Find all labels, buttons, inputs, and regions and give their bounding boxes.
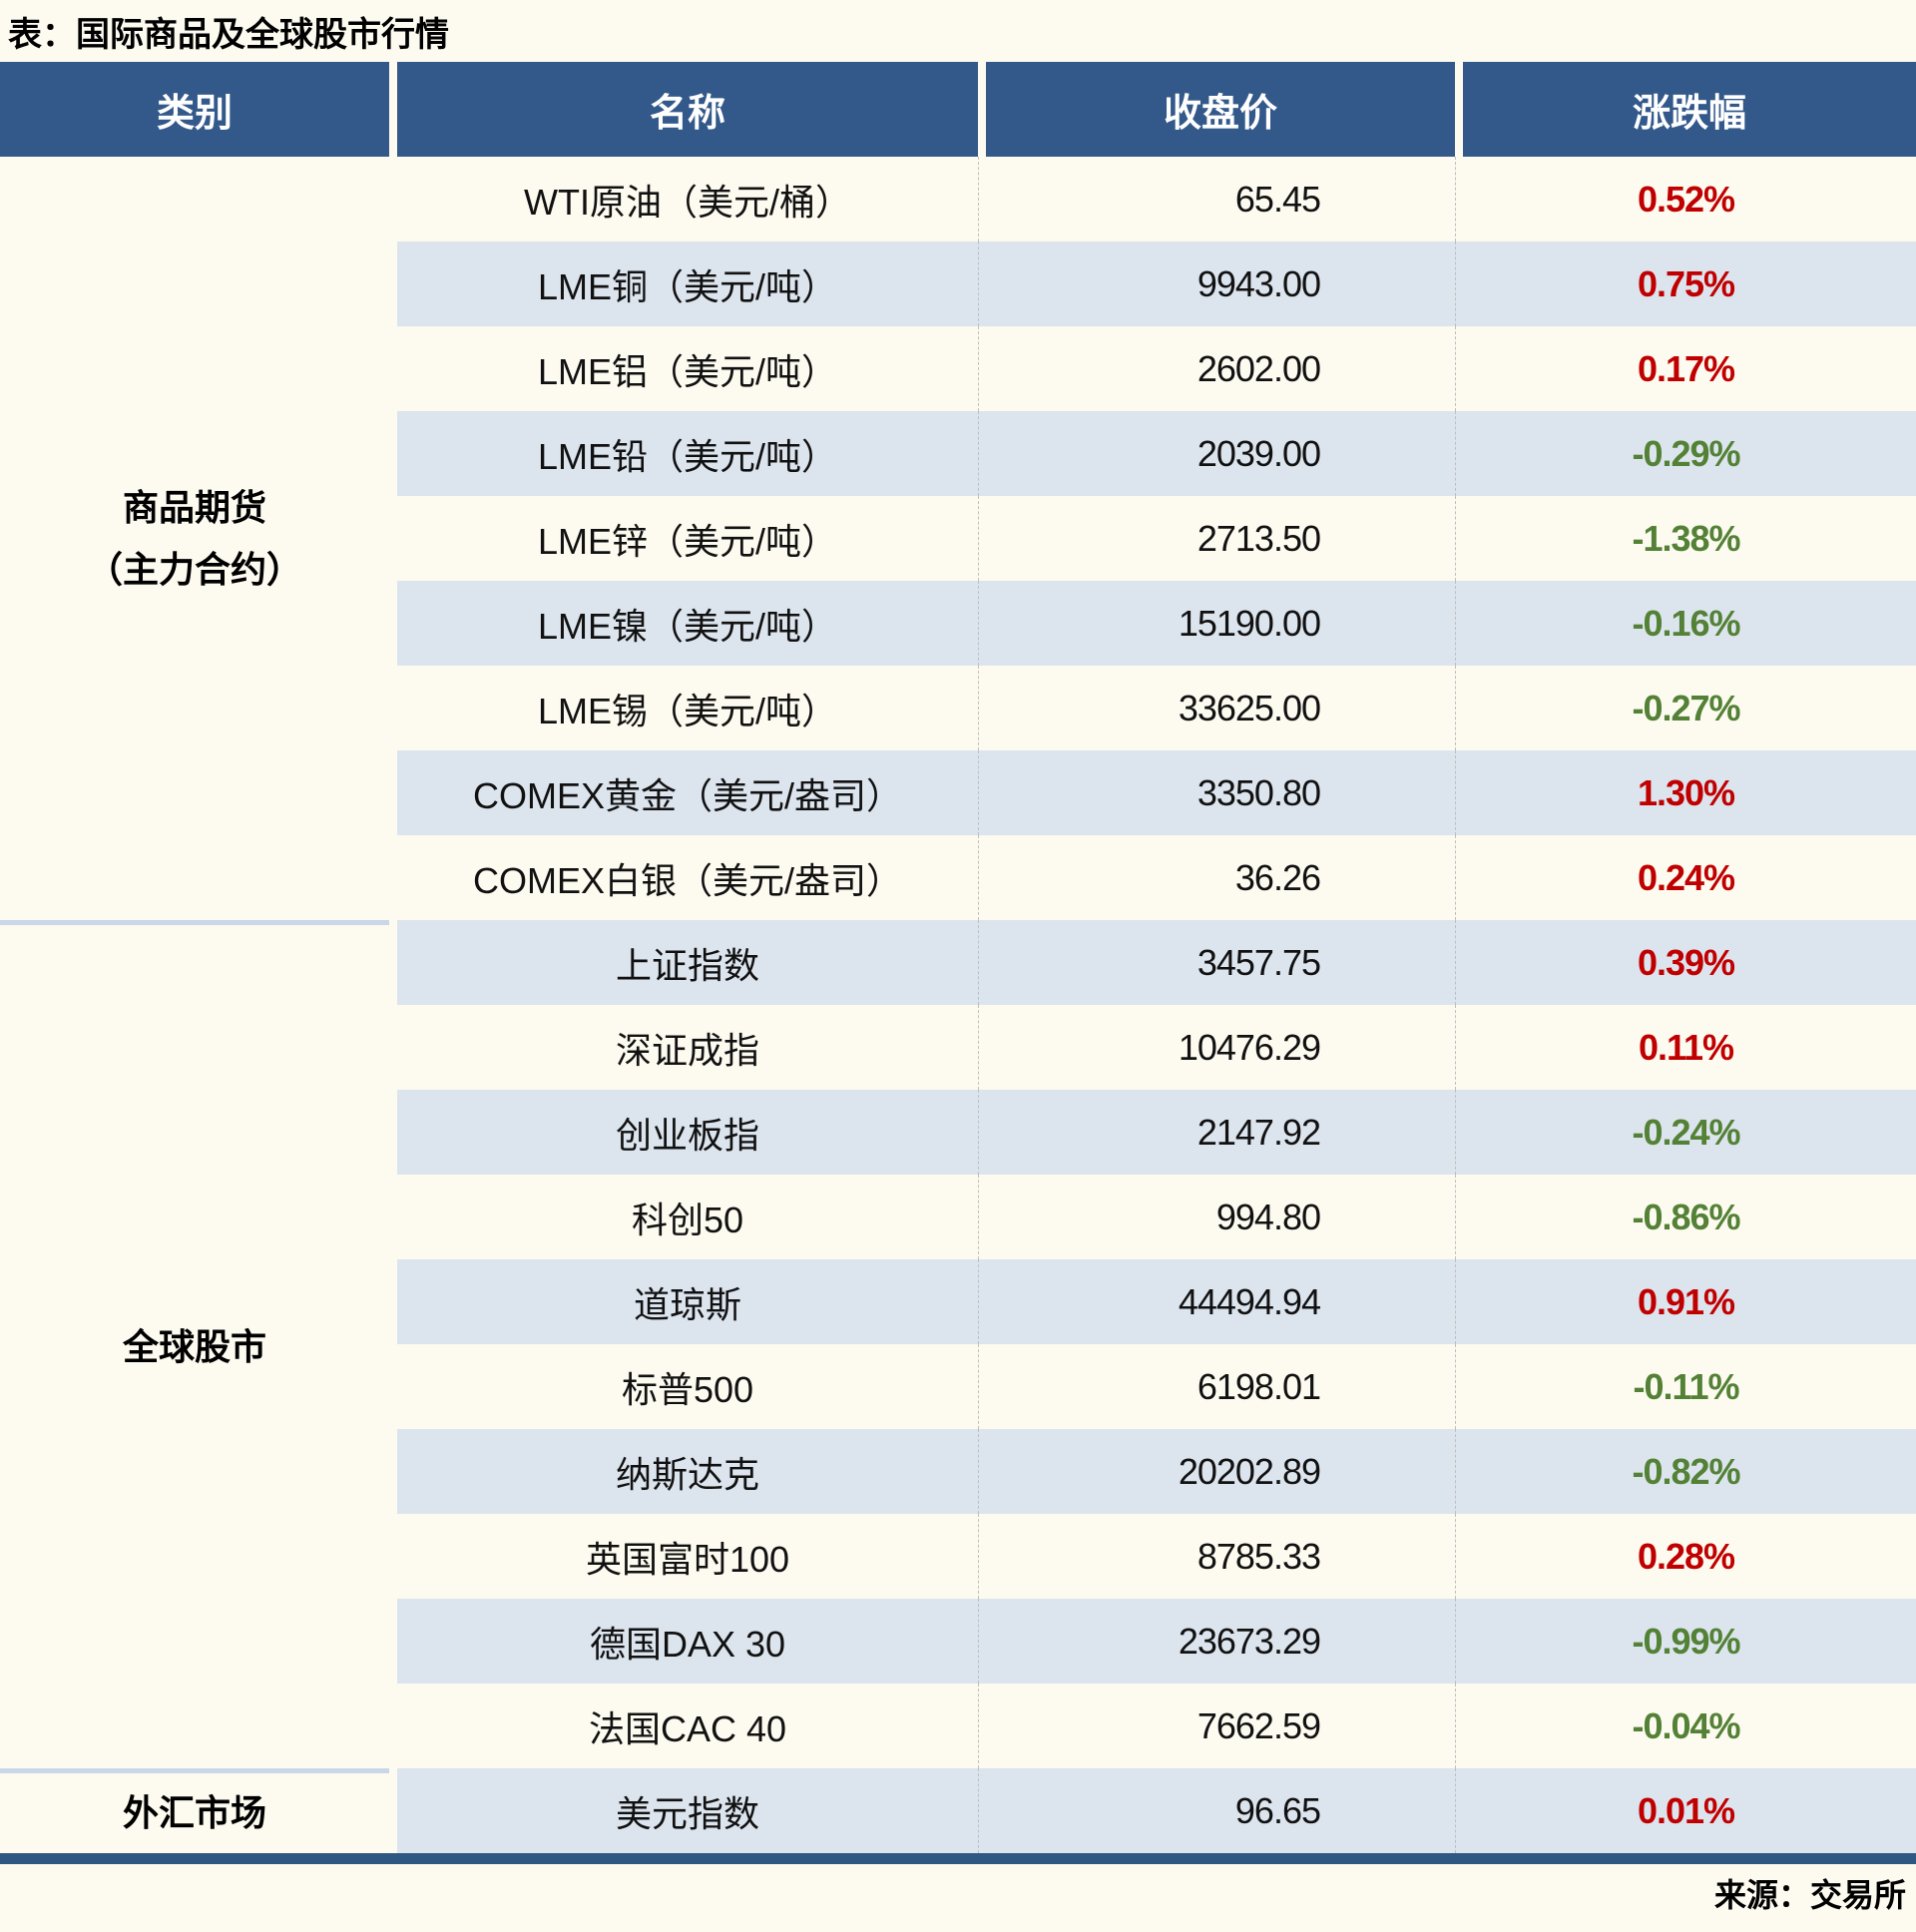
table-row: 标普500 6198.01 -0.11% [397,1344,1916,1429]
change-percent: -0.27% [1455,666,1916,750]
close-price: 33625.00 [978,666,1455,750]
instrument-name: WTI原油（美元/桶） [524,181,851,223]
close-price: 8785.33 [978,1514,1455,1599]
section-rows: WTI原油（美元/桶） 65.45 0.52% LME铜（美元/吨） 9943.00 0.… [397,157,1916,920]
close-price: 36.26 [978,835,1455,920]
change-percent: 0.91% [1455,1259,1916,1344]
table-row: COMEX白银（美元/盎司） 36.26 0.24% [397,835,1916,920]
change-percent: 0.28% [1455,1514,1916,1599]
instrument-name: 深证成指 [615,1029,759,1071]
section-rows: 美元指数 96.65 0.01% [397,1768,1916,1853]
category-cell: 商品期货 （主力合约） [86,487,302,590]
instrument-name: 创业板指 [615,1114,759,1156]
table-bottom-border [0,1853,1916,1864]
instrument-name: 英国富时100 [585,1538,790,1580]
table-section: 全球股市 上证指数 3457.75 0.39% 深证成指 10476.29 0.11% 创业板… [0,920,1916,1768]
table-row: 法国CAC 40 7662.59 -0.04% [397,1684,1916,1768]
instrument-name: 标普500 [621,1368,754,1410]
change-percent: -0.29% [1455,411,1916,496]
table-row: LME锡（美元/吨） 33625.00 -0.27% [397,666,1916,750]
close-price: 2602.00 [978,326,1455,411]
table-row: WTI原油（美元/桶） 65.45 0.52% [397,157,1916,242]
table-section: 商品期货 （主力合约） WTI原油（美元/桶） 65.45 0.52% LME铜（美元/… [0,157,1916,920]
change-percent: -0.24% [1455,1090,1916,1175]
table-body: 商品期货 （主力合约） WTI原油（美元/桶） 65.45 0.52% LME铜（美元/… [0,157,1916,1853]
change-percent: -0.04% [1455,1684,1916,1768]
table-row: 深证成指 10476.29 0.11% [397,1005,1916,1090]
instrument-name: LME镍（美元/吨） [537,605,838,647]
change-percent: 0.39% [1455,920,1916,1005]
table-row: LME铅（美元/吨） 2039.00 -0.29% [397,411,1916,496]
close-price: 23673.29 [978,1599,1455,1684]
table-header: 类别 名称 收盘价 涨跌幅 [0,62,1916,157]
table-row: 道琼斯 44494.94 0.91% [397,1259,1916,1344]
change-percent: -0.99% [1455,1599,1916,1684]
instrument-name: 美元指数 [615,1792,759,1834]
table-row: COMEX黄金（美元/盎司） 3350.80 1.30% [397,750,1916,835]
close-price: 3350.80 [978,750,1455,835]
table-row: LME镍（美元/吨） 15190.00 -0.16% [397,581,1916,666]
close-price: 9943.00 [978,242,1455,326]
table-row: 上证指数 3457.75 0.39% [397,920,1916,1005]
change-percent: 0.52% [1455,157,1916,242]
table-row: 德国DAX 30 23673.29 -0.99% [397,1599,1916,1684]
source-note: 来源：交易所 [1713,1877,1906,1913]
header-cell-change: 涨跌幅 [1463,62,1916,157]
close-price: 96.65 [978,1768,1455,1853]
change-percent: 1.30% [1455,750,1916,835]
close-price: 44494.94 [978,1259,1455,1344]
instrument-name: COMEX黄金（美元/盎司） [472,774,902,816]
category-cell: 外汇市场 [0,1768,389,1853]
category-cell: 全球股市 [0,920,389,1768]
close-price: 3457.75 [978,920,1455,1005]
change-percent: 0.01% [1455,1768,1916,1853]
change-percent: -0.82% [1455,1429,1916,1514]
close-price: 65.45 [978,157,1455,242]
header-cell-name: 名称 [397,62,978,157]
table-row: LME锌（美元/吨） 2713.50 -1.38% [397,496,1916,581]
section-rows: 上证指数 3457.75 0.39% 深证成指 10476.29 0.11% 创业板指 214… [397,920,1916,1768]
table-row: 英国富时100 8785.33 0.28% [397,1514,1916,1599]
instrument-name: LME铜（美元/吨） [537,265,838,307]
instrument-name: 道琼斯 [633,1283,741,1325]
change-percent: -1.38% [1455,496,1916,581]
change-percent: 0.75% [1455,242,1916,326]
close-price: 7662.59 [978,1684,1455,1768]
table-section: 外汇市场 美元指数 96.65 0.01% [0,1768,1916,1853]
instrument-name: 上证指数 [615,944,759,986]
close-price: 20202.89 [978,1429,1455,1514]
close-price: 2713.50 [978,496,1455,581]
header-cell-close: 收盘价 [986,62,1455,157]
table-row: 科创50 994.80 -0.86% [397,1175,1916,1259]
page-title: 表：国际商品及全球股市行情 [8,15,449,54]
change-percent: 0.24% [1455,835,1916,920]
instrument-name: LME铅（美元/吨） [537,435,838,477]
close-price: 2147.92 [978,1090,1455,1175]
instrument-name: LME铝（美元/吨） [537,350,838,392]
instrument-name: 科创50 [631,1199,744,1240]
instrument-name: 德国DAX 30 [589,1623,786,1665]
close-price: 10476.29 [978,1005,1455,1090]
table-row: LME铜（美元/吨） 9943.00 0.75% [397,242,1916,326]
change-percent: 0.17% [1455,326,1916,411]
close-price: 2039.00 [978,411,1455,496]
instrument-name: 法国CAC 40 [588,1707,787,1749]
change-percent: -0.11% [1455,1344,1916,1429]
table-row: LME铝（美元/吨） 2602.00 0.17% [397,326,1916,411]
change-percent: -0.86% [1455,1175,1916,1259]
instrument-name: 纳斯达克 [615,1453,759,1495]
change-percent: 0.11% [1455,1005,1916,1090]
instrument-name: LME锡（美元/吨） [537,690,838,731]
table-row: 美元指数 96.65 0.01% [397,1768,1916,1853]
table-row: 创业板指 2147.92 -0.24% [397,1090,1916,1175]
header-cell-category: 类别 [0,62,389,157]
change-percent: -0.16% [1455,581,1916,666]
instrument-name: COMEX白银（美元/盎司） [472,859,902,901]
table-row: 纳斯达克 20202.89 -0.82% [397,1429,1916,1514]
close-price: 15190.00 [978,581,1455,666]
instrument-name: LME锌（美元/吨） [537,520,838,562]
close-price: 6198.01 [978,1344,1455,1429]
close-price: 994.80 [978,1175,1455,1259]
